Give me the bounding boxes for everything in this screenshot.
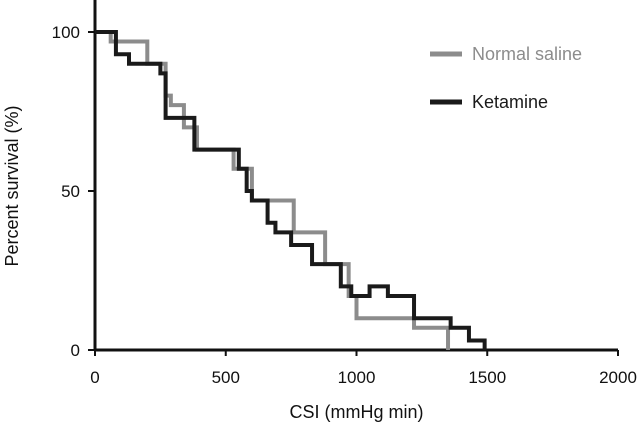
legend: Normal saline Ketamine	[430, 44, 582, 112]
y-tick-label: 0	[71, 341, 80, 360]
series-line-normal-saline	[95, 30, 451, 350]
x-axis-title: CSI (mmHg min)	[290, 402, 424, 422]
x-tick-label: 1000	[338, 368, 376, 387]
x-tick-label: 1500	[468, 368, 506, 387]
y-tick-label: 100	[52, 23, 80, 42]
series-group	[95, 30, 487, 350]
axis-ticks: 0 500 1000 1500 2000 0 50 100	[52, 23, 637, 387]
legend-label: Ketamine	[472, 92, 548, 112]
x-tick-label: 500	[212, 368, 240, 387]
y-tick-label: 50	[61, 182, 80, 201]
x-tick-label: 2000	[599, 368, 637, 387]
y-axis-title: Percent survival (%)	[2, 105, 22, 266]
series-line-ketamine	[95, 30, 487, 350]
x-tick-label: 0	[90, 368, 99, 387]
legend-label: Normal saline	[472, 44, 582, 64]
